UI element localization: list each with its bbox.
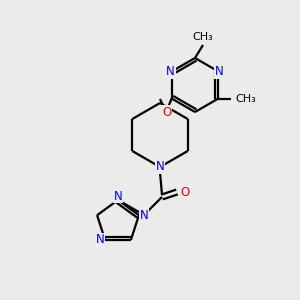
Text: N: N [114,190,122,202]
Text: CH₃: CH₃ [193,32,213,42]
Text: N: N [215,65,224,78]
Text: CH₃: CH₃ [235,94,256,103]
Text: N: N [96,233,104,246]
Text: O: O [180,185,190,199]
Text: O: O [162,106,171,119]
Text: N: N [166,65,175,78]
Text: N: N [156,160,164,173]
Text: N: N [140,209,148,222]
